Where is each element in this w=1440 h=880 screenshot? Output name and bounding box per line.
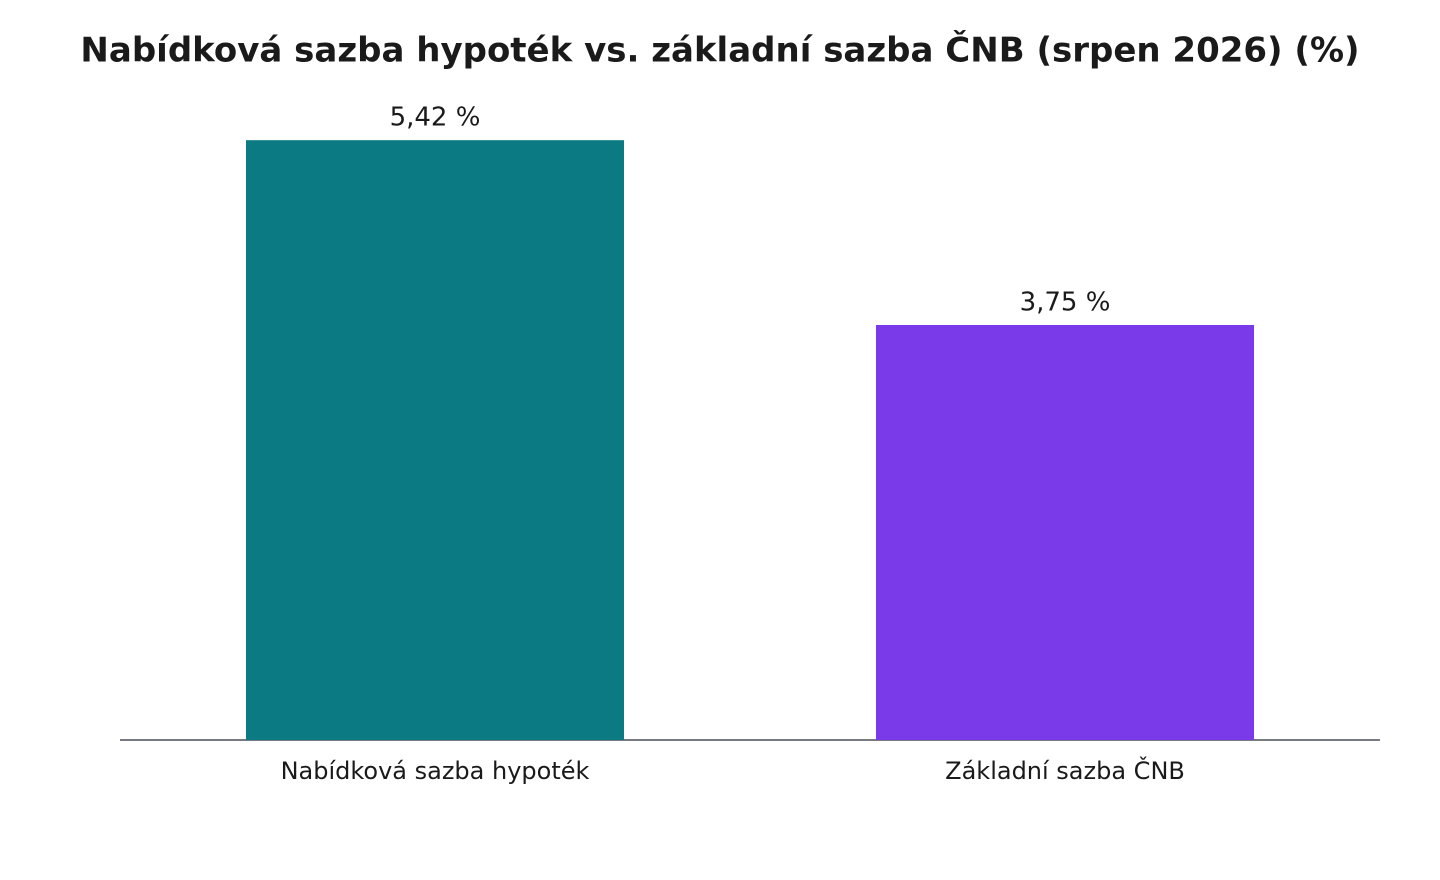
x-tick-label: Nabídková sazba hypoték: [281, 757, 590, 785]
value-label: 5,42 %: [390, 103, 481, 133]
x-tick-label: Základní sazba ČNB: [945, 755, 1185, 785]
value-label: 3,75 %: [1020, 288, 1111, 318]
bar: [876, 325, 1254, 740]
chart-title: Nabídková sazba hypoték vs. základní saz…: [80, 30, 1359, 71]
bar: [246, 140, 624, 741]
